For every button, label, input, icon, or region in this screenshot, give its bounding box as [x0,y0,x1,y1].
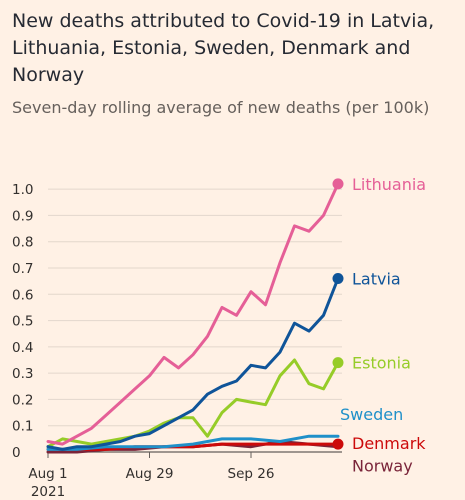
chart-subtitle: Seven-day rolling average of new deaths … [12,98,430,117]
series-label-estonia: Estonia [352,354,411,373]
series-lines [46,182,340,454]
y-tick-label: 0.6 [12,287,33,303]
series-label-lithuania: Lithuania [352,175,426,194]
series-endpoint-latvia [332,273,344,285]
series-line-denmark [46,442,340,451]
series-line-sweden [46,434,340,451]
y-tick-label: 0.1 [12,419,33,435]
series-label-latvia: Latvia [352,270,401,289]
y-tick-label: 0 [12,445,21,461]
x-tick-label: Aug 1 [28,466,67,482]
series-label-norway: Norway [352,457,413,476]
x-tick-sublabel: 2021 [31,484,65,500]
x-tick-label: Aug 29 [126,466,174,482]
series-line-latvia [46,277,340,451]
series-labels: Lithuania Latvia Estonia Sweden Denmark Norwa… [332,175,426,476]
y-tick-label: 0.3 [12,366,33,382]
y-tick-label: 0.7 [12,261,33,277]
series-label-sweden: Sweden [340,405,403,424]
gridlines [48,188,342,453]
series-endpoint-lithuania [332,178,344,190]
series-line-lithuania [46,182,340,446]
series-label-denmark: Denmark [352,434,426,453]
series-endpoint-denmark [332,438,344,450]
series-line-estonia [46,358,340,449]
chart-title: New deaths attributed to Covid-19 in Lat… [12,10,435,86]
x-tick-label: Sep 26 [228,466,275,482]
y-tick-label: 0.2 [12,392,33,408]
y-axis-tick-labels: 0 0.1 0.2 0.3 0.4 0.5 0.6 0.7 0.8 0.9 1.0 [12,182,33,461]
series-endpoint-estonia [332,357,344,369]
y-tick-label: 0.8 [12,235,33,251]
x-axis-ticks: Aug 1 2021 Aug 29 Sep 26 [28,452,274,500]
y-tick-label: 1.0 [12,182,33,198]
y-tick-label: 0.5 [12,314,33,330]
y-tick-label: 0.9 [12,208,33,224]
y-tick-label: 0.4 [12,340,33,356]
